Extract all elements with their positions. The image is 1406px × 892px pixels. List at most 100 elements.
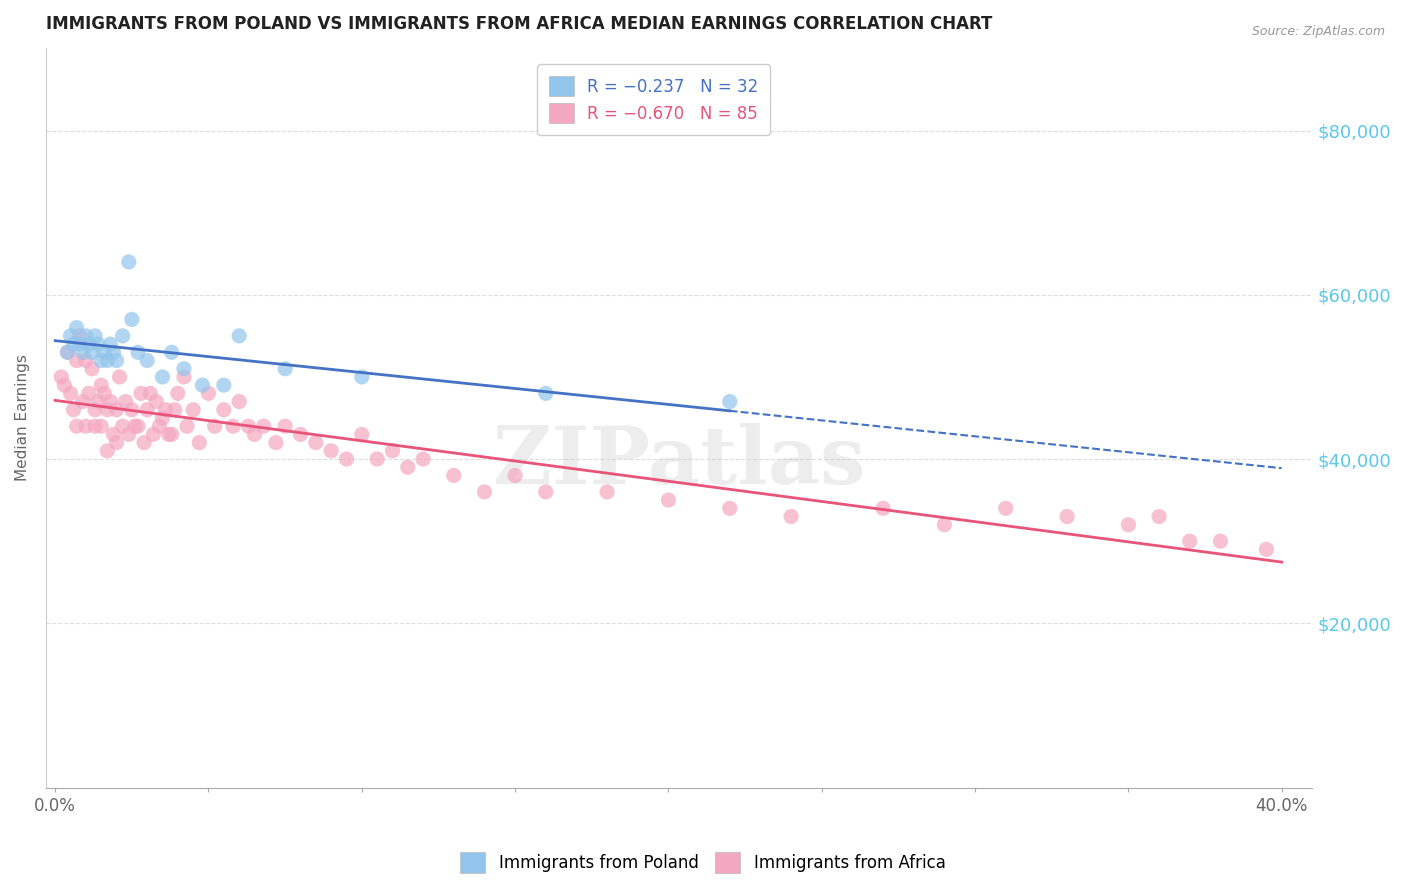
Point bbox=[118, 427, 141, 442]
Point bbox=[121, 402, 143, 417]
Point bbox=[90, 353, 112, 368]
Point bbox=[335, 452, 357, 467]
Point bbox=[87, 337, 110, 351]
Point bbox=[129, 386, 152, 401]
Point bbox=[111, 329, 134, 343]
Point bbox=[160, 427, 183, 442]
Point bbox=[53, 378, 76, 392]
Point bbox=[84, 329, 107, 343]
Point bbox=[166, 386, 188, 401]
Point bbox=[132, 435, 155, 450]
Point bbox=[93, 386, 115, 401]
Point bbox=[69, 337, 91, 351]
Point bbox=[474, 484, 496, 499]
Point bbox=[108, 370, 131, 384]
Point bbox=[163, 402, 186, 417]
Point bbox=[657, 493, 679, 508]
Point bbox=[1256, 542, 1278, 557]
Point bbox=[139, 386, 162, 401]
Point bbox=[51, 370, 73, 384]
Point bbox=[274, 419, 297, 434]
Point bbox=[87, 394, 110, 409]
Point bbox=[718, 501, 741, 516]
Point bbox=[77, 337, 100, 351]
Point bbox=[66, 353, 89, 368]
Point bbox=[264, 435, 287, 450]
Point bbox=[412, 452, 434, 467]
Point bbox=[105, 435, 128, 450]
Point bbox=[75, 329, 97, 343]
Point bbox=[111, 419, 134, 434]
Point bbox=[75, 353, 97, 368]
Y-axis label: Median Earnings: Median Earnings bbox=[15, 354, 30, 482]
Point bbox=[366, 452, 388, 467]
Point bbox=[93, 345, 115, 359]
Point bbox=[59, 329, 82, 343]
Point bbox=[96, 443, 118, 458]
Point bbox=[443, 468, 465, 483]
Point bbox=[534, 386, 557, 401]
Point bbox=[222, 419, 245, 434]
Point bbox=[90, 419, 112, 434]
Point bbox=[90, 378, 112, 392]
Point bbox=[1178, 534, 1201, 549]
Point bbox=[188, 435, 211, 450]
Point bbox=[121, 312, 143, 326]
Point bbox=[191, 378, 214, 392]
Point bbox=[152, 411, 174, 425]
Point bbox=[80, 361, 103, 376]
Point bbox=[84, 419, 107, 434]
Point bbox=[103, 427, 125, 442]
Point bbox=[290, 427, 312, 442]
Point bbox=[157, 427, 180, 442]
Point bbox=[181, 402, 204, 417]
Text: IMMIGRANTS FROM POLAND VS IMMIGRANTS FROM AFRICA MEDIAN EARNINGS CORRELATION CHA: IMMIGRANTS FROM POLAND VS IMMIGRANTS FRO… bbox=[46, 15, 993, 33]
Point bbox=[148, 419, 170, 434]
Point bbox=[136, 402, 159, 417]
Point bbox=[114, 394, 136, 409]
Point bbox=[72, 345, 94, 359]
Point bbox=[118, 255, 141, 269]
Point bbox=[69, 329, 91, 343]
Point bbox=[84, 402, 107, 417]
Point bbox=[534, 484, 557, 499]
Point bbox=[56, 345, 79, 359]
Point bbox=[596, 484, 619, 499]
Point bbox=[780, 509, 803, 524]
Point bbox=[75, 419, 97, 434]
Point bbox=[238, 419, 260, 434]
Point bbox=[124, 419, 146, 434]
Point bbox=[176, 419, 198, 434]
Point bbox=[98, 337, 121, 351]
Point bbox=[127, 345, 149, 359]
Point bbox=[212, 402, 235, 417]
Point bbox=[503, 468, 526, 483]
Point bbox=[72, 394, 94, 409]
Point bbox=[96, 353, 118, 368]
Point bbox=[228, 329, 250, 343]
Point bbox=[103, 345, 125, 359]
Legend: R = −0.237   N = 32, R = −0.670   N = 85: R = −0.237 N = 32, R = −0.670 N = 85 bbox=[537, 64, 770, 135]
Point bbox=[80, 345, 103, 359]
Point bbox=[305, 435, 328, 450]
Point bbox=[66, 419, 89, 434]
Legend: Immigrants from Poland, Immigrants from Africa: Immigrants from Poland, Immigrants from … bbox=[454, 846, 952, 880]
Point bbox=[173, 361, 195, 376]
Point bbox=[872, 501, 894, 516]
Point bbox=[59, 386, 82, 401]
Point bbox=[718, 394, 741, 409]
Point bbox=[994, 501, 1017, 516]
Point bbox=[228, 394, 250, 409]
Point bbox=[105, 353, 128, 368]
Point bbox=[127, 419, 149, 434]
Point bbox=[253, 419, 276, 434]
Point bbox=[321, 443, 343, 458]
Point bbox=[56, 345, 79, 359]
Point bbox=[96, 402, 118, 417]
Point bbox=[145, 394, 167, 409]
Point bbox=[152, 370, 174, 384]
Point bbox=[62, 337, 84, 351]
Point bbox=[1209, 534, 1232, 549]
Point bbox=[243, 427, 266, 442]
Point bbox=[1056, 509, 1078, 524]
